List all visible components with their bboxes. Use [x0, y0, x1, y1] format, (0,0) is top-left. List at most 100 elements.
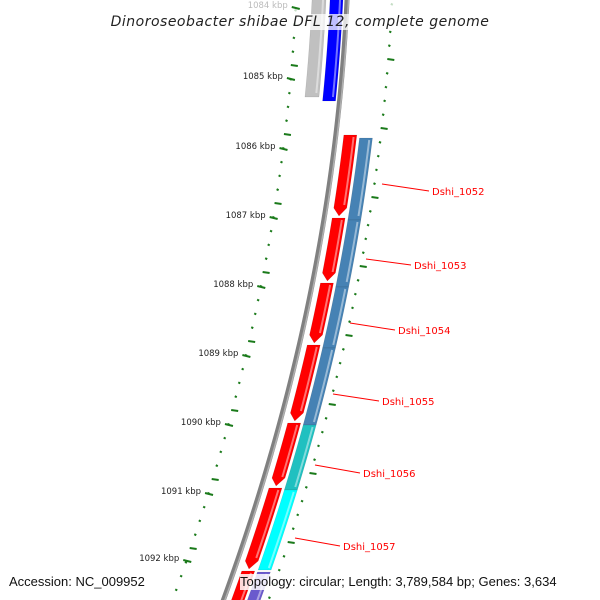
tick-left [286, 105, 290, 109]
tick-right [296, 513, 300, 517]
tick-left [278, 174, 282, 178]
kbp-tick [286, 77, 296, 81]
tick-right [348, 320, 352, 324]
tick-left [202, 505, 206, 509]
tick-right [380, 127, 388, 130]
tick-right [368, 209, 372, 213]
tick-left [189, 547, 197, 550]
gene-label: Dshi_1057 [343, 542, 395, 553]
tick-left [234, 395, 238, 399]
cds-arrow-1-highlight [331, 219, 343, 273]
tick-right [387, 44, 391, 48]
tick-left [285, 119, 288, 123]
gene-label-leader [349, 322, 396, 331]
gene-feature-Dshi_1052-highlight [357, 139, 371, 217]
gene-feature-Dshi_1057-highlight [267, 491, 295, 569]
kbp-label: 1087 kbp [226, 211, 266, 221]
gene-label: Dshi_1054 [398, 326, 450, 337]
gene-label: Dshi_1052 [432, 187, 484, 198]
tick-right [309, 472, 317, 475]
cds-arrow-4-highlight [281, 424, 299, 478]
kbp-tick [224, 423, 234, 427]
tick-right [366, 223, 370, 227]
tick-right [388, 30, 392, 34]
backbone-line [220, 0, 350, 600]
tick-left [269, 229, 273, 233]
kbp-tick [242, 354, 251, 358]
gene-label-leader [381, 183, 430, 192]
kbp-label: 1086 kbp [235, 142, 275, 152]
kbp-label: 1088 kbp [213, 280, 253, 290]
kbp-label: 1084 kbp [248, 1, 288, 11]
cds-arrow-5 [244, 487, 283, 570]
tick-right [313, 458, 316, 462]
kbp-label: 1091 kbp [161, 487, 201, 497]
tick-right [328, 403, 336, 406]
accession-text: Accession: NC_009952 [9, 574, 145, 590]
cds-arrow-2 [309, 282, 334, 344]
kbp-tick [204, 492, 214, 496]
kbp-tick [279, 147, 288, 151]
kbp-label: 1090 kbp [181, 418, 221, 428]
tick-right [376, 154, 380, 158]
kbp-label: 1089 kbp [198, 349, 238, 359]
tick-left [184, 560, 188, 564]
gene-label-leader [294, 537, 341, 547]
tick-left [253, 312, 257, 316]
tick-right [390, 2, 394, 6]
tick-left [211, 478, 219, 481]
gene-feature-Dshi_1054-highlight [332, 288, 347, 346]
gene-feature-Dshi_1056-highlight [294, 426, 314, 488]
tick-left [223, 436, 227, 440]
kbp-tick [257, 285, 266, 289]
tick-left [179, 574, 183, 578]
tick-left [198, 519, 202, 523]
tick-right [385, 71, 389, 75]
tick-right [277, 568, 281, 572]
tick-left [294, 8, 297, 12]
tick-right [371, 196, 379, 199]
tick-right [374, 168, 378, 172]
tick-right [387, 58, 395, 61]
tick-right [338, 361, 342, 365]
tick-left [283, 133, 292, 136]
tick-right [361, 251, 365, 255]
tick-right [300, 499, 304, 503]
tick-right [282, 554, 286, 558]
cds-arrow-2-highlight [318, 284, 332, 334]
tick-left [237, 381, 241, 385]
tick-left [292, 36, 296, 40]
tick-right [267, 596, 271, 600]
tick-right [335, 375, 339, 379]
gene-label-leader [332, 393, 380, 402]
gene-feature-Dshi_1053-highlight [345, 221, 359, 283]
cds-arrow-0-highlight [343, 136, 355, 206]
cds-arrow-5-highlight [255, 489, 280, 559]
gene-label: Dshi_1053 [414, 261, 466, 272]
tick-left [248, 340, 256, 343]
cds-arrow-4 [271, 422, 302, 487]
gene-feature-Dshi_1057 [257, 489, 298, 571]
gene-label-leader [365, 258, 412, 266]
tick-left [264, 257, 268, 261]
tick-right [320, 430, 324, 434]
tick-left [215, 464, 219, 468]
tick-right [341, 347, 345, 351]
kbp-tick [183, 559, 192, 563]
tick-right [324, 416, 328, 420]
tick-right [287, 541, 295, 544]
tick-right [364, 237, 368, 241]
tick-right [384, 85, 388, 89]
gene-feature-gray-highlight [315, 0, 325, 94]
tick-right [291, 527, 295, 531]
tick-left [256, 298, 260, 302]
tick-right [356, 278, 360, 282]
cds-arrow-3-highlight [299, 346, 318, 412]
tick-left [290, 64, 298, 67]
tick-right [317, 444, 320, 448]
kbp-label: 1092 kbp [139, 554, 179, 564]
tick-left [267, 243, 271, 247]
tick-right [304, 485, 308, 489]
